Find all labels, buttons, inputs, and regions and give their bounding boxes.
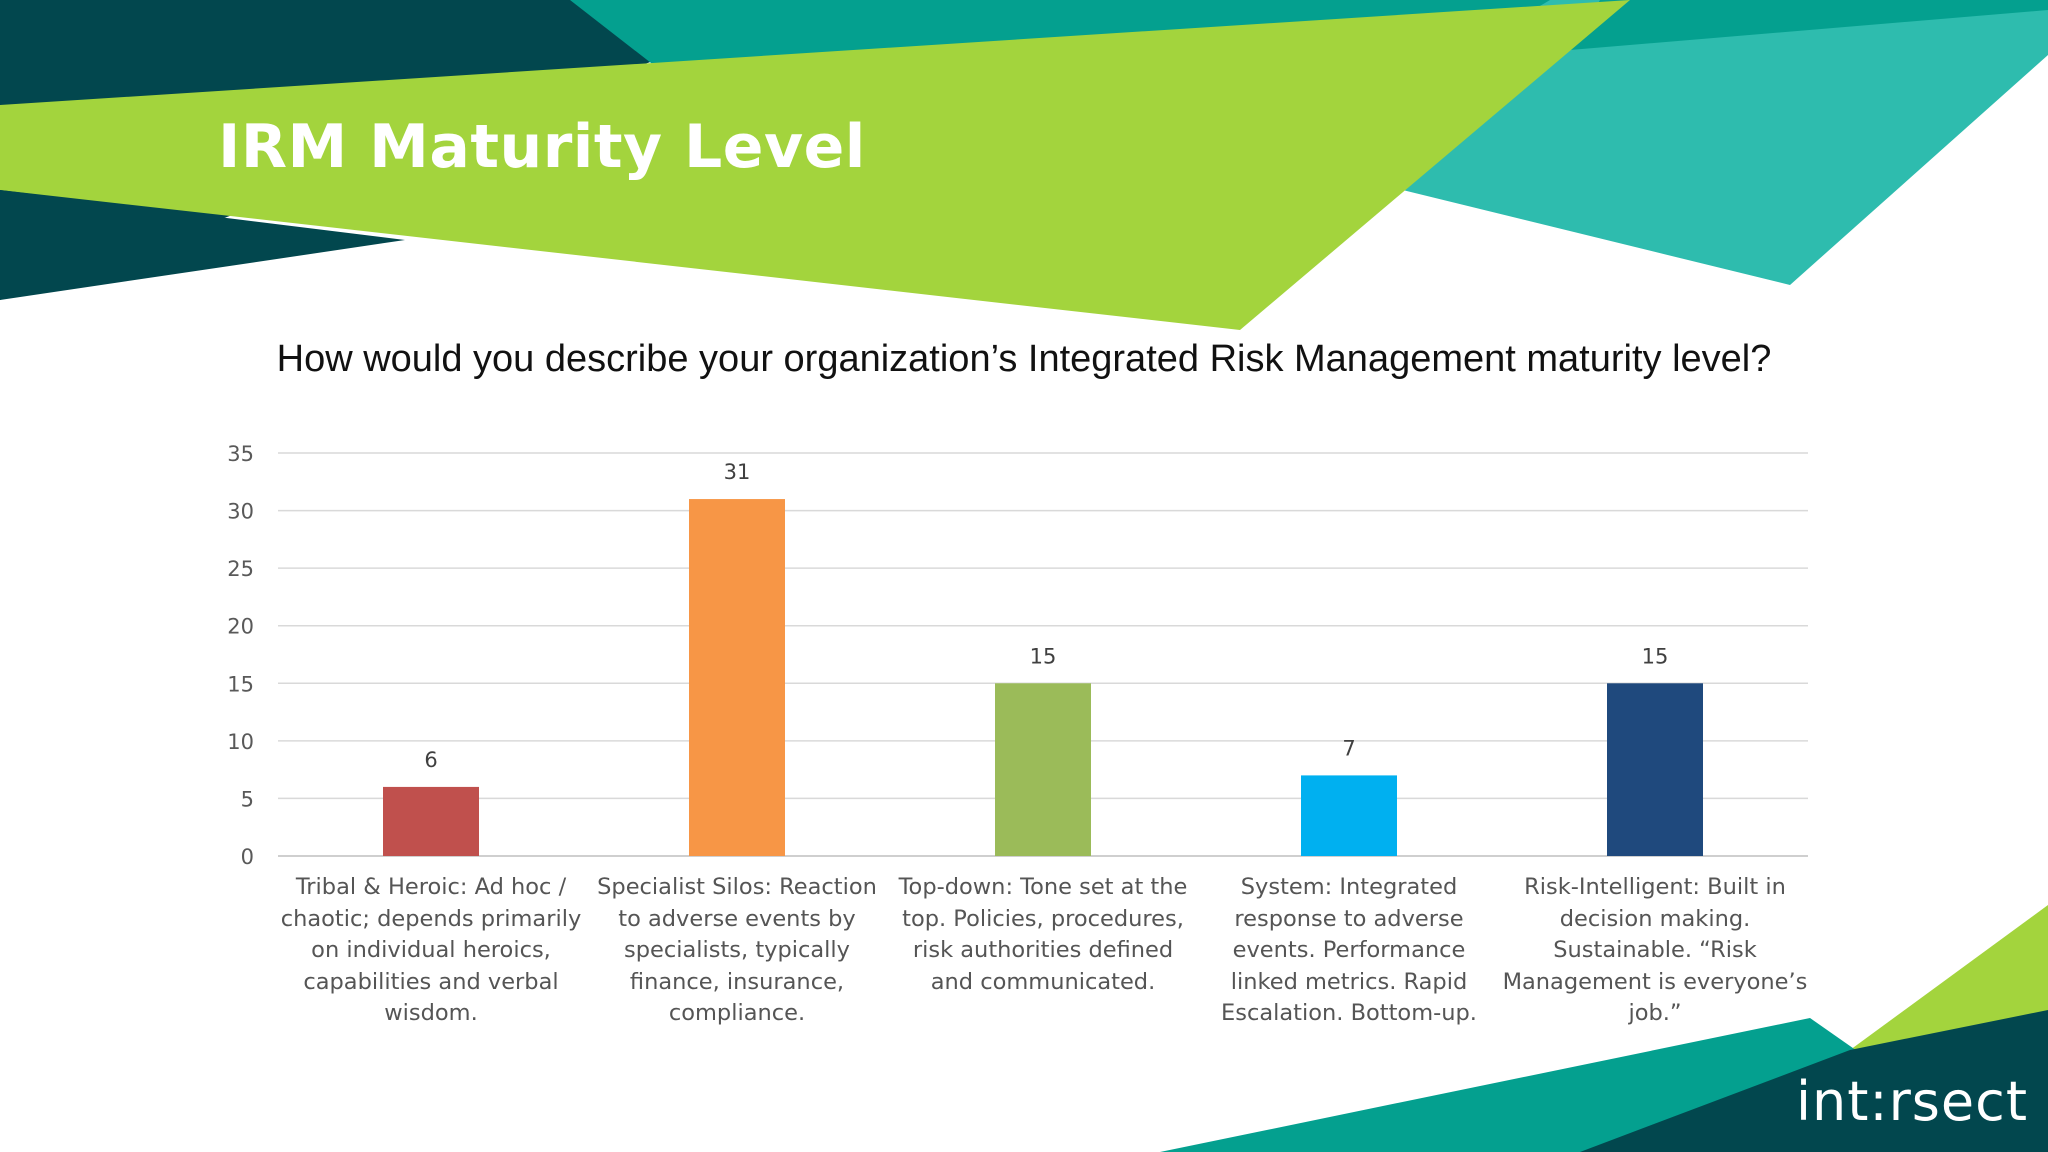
data-label: 15 bbox=[1642, 644, 1669, 668]
bg-teal-right-edge bbox=[1570, 0, 2048, 50]
chart-title: How would you describe your organization… bbox=[276, 338, 1772, 380]
bg-dark-teal-left-wedge bbox=[0, 190, 405, 300]
y-tick-label: 25 bbox=[227, 557, 254, 581]
x-tick-label: Tribal & Heroic: Ad hoc / chaotic; depen… bbox=[280, 874, 582, 1026]
data-label: 15 bbox=[1030, 644, 1057, 668]
bar bbox=[995, 683, 1091, 856]
bar bbox=[1301, 775, 1397, 856]
y-tick-label: 5 bbox=[241, 787, 254, 811]
bg-lime-banner bbox=[0, 0, 1630, 330]
brand-logo: int:rsect bbox=[1795, 1070, 2028, 1133]
data-label: 6 bbox=[424, 748, 437, 772]
data-label: 31 bbox=[724, 460, 751, 484]
data-label: 7 bbox=[1342, 736, 1355, 760]
x-tick-label: Top-down: Tone set at the top. Policies,… bbox=[898, 874, 1188, 995]
y-tick-label: 0 bbox=[241, 845, 254, 869]
x-tick-label: Specialist Silos: Reaction to adverse ev… bbox=[597, 874, 877, 1026]
y-tick-label: 30 bbox=[227, 500, 254, 524]
x-tick-label: System: Integrated response to adverse e… bbox=[1221, 874, 1477, 1026]
y-tick-label: 15 bbox=[227, 672, 254, 696]
y-tick-label: 35 bbox=[227, 442, 254, 466]
bg-dark-teal-bottom bbox=[1580, 1010, 2048, 1152]
slide-title: IRM Maturity Level bbox=[218, 112, 866, 182]
bar bbox=[383, 786, 479, 856]
x-tick-label: Risk-Intelligent: Built in decision maki… bbox=[1502, 874, 1808, 1026]
y-tick-label: 10 bbox=[227, 730, 254, 754]
bar bbox=[1607, 683, 1703, 856]
y-tick-label: 20 bbox=[227, 615, 254, 639]
bar bbox=[689, 499, 785, 856]
